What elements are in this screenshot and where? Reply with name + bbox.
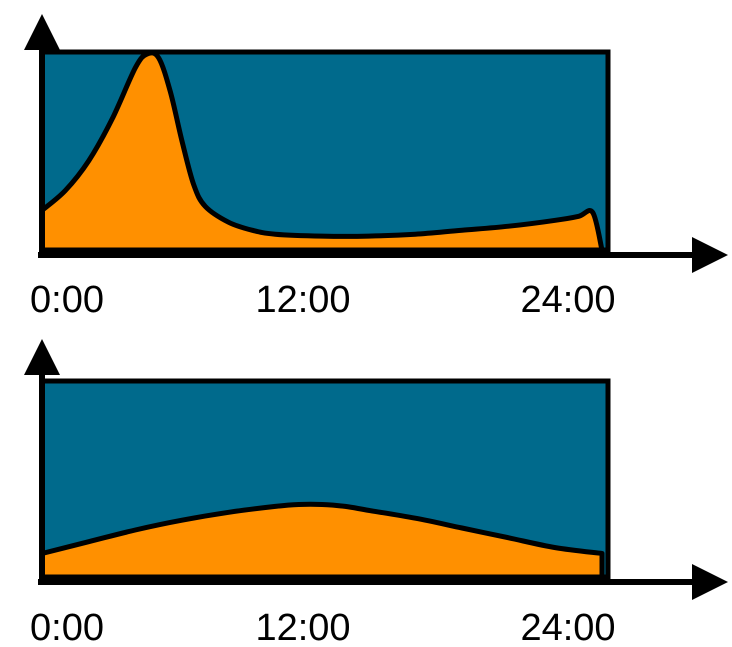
x-tick-label-top-0: 0:00	[30, 279, 104, 321]
x-tick-label-bottom-2: 24:00	[520, 607, 615, 647]
x-tick-label-top-1: 12:00	[255, 279, 350, 321]
chart-top: 0:00 12:00 24:00	[23, 14, 728, 321]
chart-bottom: 0:00 12:00 24:00	[23, 339, 728, 647]
x-tick-label-bottom-0: 0:00	[30, 607, 104, 647]
area-series-top	[39, 50, 605, 253]
x-tick-label-top-2: 24:00	[520, 279, 615, 321]
area-series-bottom	[39, 501, 605, 580]
x-tick-label-bottom-1: 12:00	[255, 607, 350, 647]
